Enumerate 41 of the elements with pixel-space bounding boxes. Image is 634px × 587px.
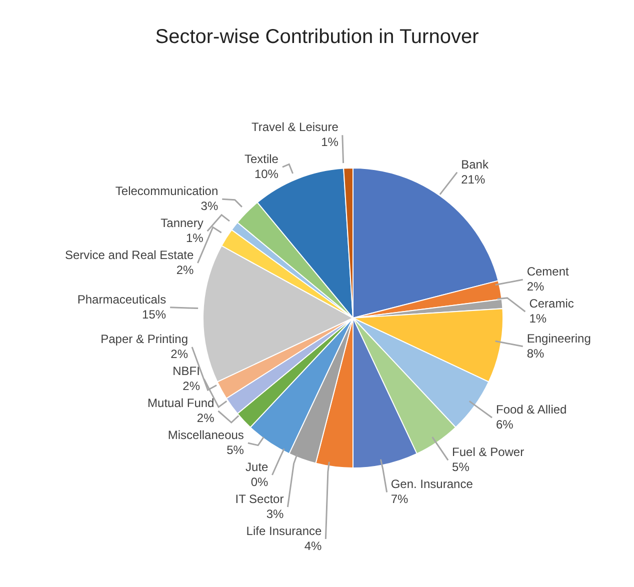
data-label: 8% [526,346,545,360]
chart-title: Sector-wise Contribution in Turnover [154,26,480,49]
legend-label: Jute [246,460,269,474]
slice-label: Pharmaceuticals [77,292,166,306]
slice-label: Engineering [526,331,591,346]
slice-label: Tannery [160,216,204,230]
data-label: 6% [496,418,514,432]
data-label: 7% [390,492,409,506]
slice-label: Life Insurance [246,524,322,538]
slice-label: Travel & Leisure [251,120,339,134]
data-label: 5% [226,443,244,457]
data-label: 5% [452,460,470,474]
slice-label: IT Sector [235,492,284,506]
slice-label: Fuel & Power [452,445,524,460]
data-label: 2% [526,280,545,294]
slice-label: Service and Real Estate [64,248,194,262]
slice-label: Mutual Fund [148,396,214,410]
slice-label: Food & Allied [496,402,567,417]
slice-label: Bank [461,157,490,172]
data-label: 1% [321,135,339,150]
slice-label: Textile [244,152,279,166]
data-label: 21% [461,172,486,186]
data-label: 2% [176,263,194,278]
slice-label: NBFI [172,364,200,378]
data-label: 3% [266,507,284,521]
data-label: 4% [304,539,322,553]
text: 0% [250,475,268,489]
slice-label: Miscellaneous [168,428,244,442]
slice-label: Ceramic [529,296,574,311]
data-label: 1% [529,312,547,326]
data-label: 2% [170,347,188,361]
data-label: 2% [182,379,200,393]
data-label: 1% [186,231,204,246]
data-label: 10% [254,167,279,182]
data-label: 2% [196,411,215,425]
slice-label: Paper & Printing [100,332,188,346]
slice-label: Gen. Insurance [390,477,474,492]
slice-label: Cement [526,264,570,279]
data-label: 15% [142,307,166,322]
slice-label: Telecommunication [115,184,218,198]
data-label: 3% [200,199,218,214]
